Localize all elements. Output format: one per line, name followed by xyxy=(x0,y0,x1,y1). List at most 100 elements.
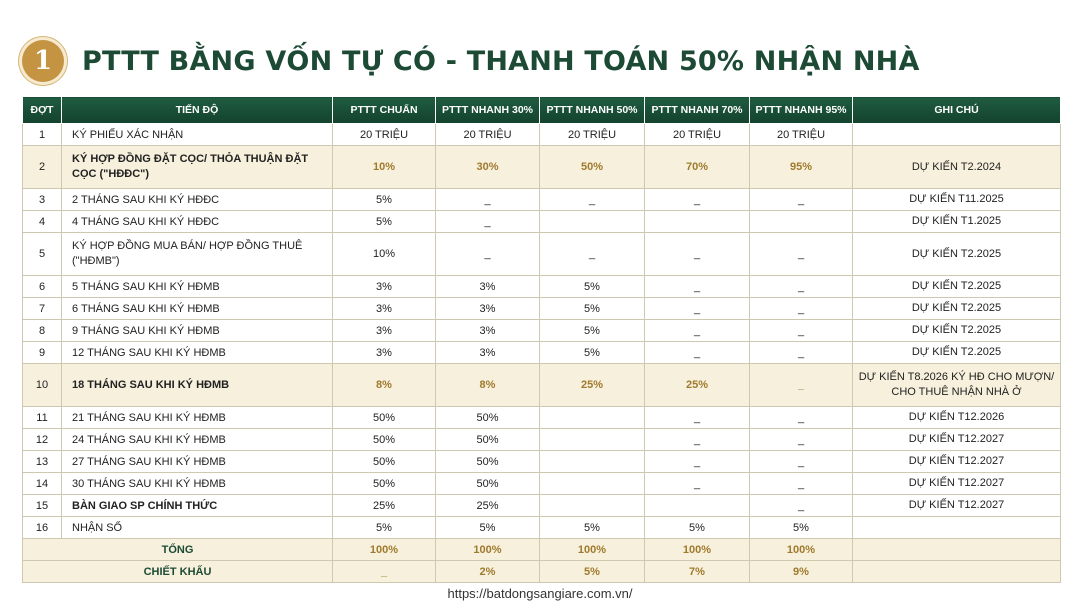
pttt-nhanh-50-cell: 5% xyxy=(539,297,645,320)
page-header: 1 PTTT BẰNG VỐN TỰ CÓ - THANH TOÁN 50% N… xyxy=(22,35,920,87)
total-row-empty xyxy=(852,538,1061,561)
note-cell: DỰ KIẾN T12.2027 xyxy=(852,472,1061,495)
column-header: ĐỢT xyxy=(22,96,62,124)
note-cell: DỰ KIẾN T2.2025 xyxy=(852,297,1061,320)
row-number-cell: 14 xyxy=(22,472,62,495)
pttt-nhanh-50-cell xyxy=(539,210,645,233)
table-row: 11 21 THÁNG SAU KHI KÝ HĐMB 50% 50% _ _ DỰ KIẾ… xyxy=(22,406,1061,429)
row-number-cell: 8 xyxy=(22,319,62,342)
pttt-nhanh-95-cell: _ xyxy=(749,275,853,298)
pttt-nhanh-70-cell xyxy=(644,494,750,517)
pttt-chuan-cell: 50% xyxy=(332,406,436,429)
note-cell: DỰ KIẾN T1.2025 xyxy=(852,210,1061,233)
page-title: PTTT BẰNG VỐN TỰ CÓ - THANH TOÁN 50% NHẬ… xyxy=(82,45,920,77)
pttt-nhanh-70-cell: _ xyxy=(644,232,750,276)
pttt-nhanh-95-cell: _ xyxy=(749,494,853,517)
pttt-nhanh-30-cell: 50% xyxy=(435,450,540,473)
pttt-nhanh-70-cell: _ xyxy=(644,319,750,342)
total-row-value: 100% xyxy=(644,538,750,561)
pttt-nhanh-50-cell: 5% xyxy=(539,516,645,539)
source-url: https://batdongsangiare.com.vn/ xyxy=(447,586,633,601)
pttt-chuan-cell: 50% xyxy=(332,450,436,473)
pttt-chuan-cell: 3% xyxy=(332,275,436,298)
note-cell: DỰ KIẾN T12.2027 xyxy=(852,494,1061,517)
pttt-nhanh-30-cell: 50% xyxy=(435,406,540,429)
column-header: PTTT NHANH 30% xyxy=(435,96,540,124)
note-cell xyxy=(852,123,1061,146)
pttt-nhanh-70-cell: 20 TRIỆU xyxy=(644,123,750,146)
milestone-cell: KÝ HỢP ĐỒNG MUA BÁN/ HỢP ĐỒNG THUÊ ("HĐM… xyxy=(61,232,333,276)
total-row-value: 100% xyxy=(435,538,540,561)
payment-schedule-table: ĐỢT TIẾN ĐỘ PTTT CHUẨN PTTT NHANH 30% PT… xyxy=(22,96,1061,583)
pttt-nhanh-30-cell: 3% xyxy=(435,275,540,298)
row-number-cell: 15 xyxy=(22,494,62,517)
pttt-nhanh-30-cell: _ xyxy=(435,232,540,276)
milestone-cell: 27 THÁNG SAU KHI KÝ HĐMB xyxy=(61,450,333,473)
pttt-nhanh-95-cell: _ xyxy=(749,341,853,364)
milestone-cell: 12 THÁNG SAU KHI KÝ HĐMB xyxy=(61,341,333,364)
row-number-cell: 12 xyxy=(22,428,62,451)
pttt-nhanh-50-cell: 50% xyxy=(539,145,645,189)
pttt-nhanh-50-cell xyxy=(539,406,645,429)
note-cell: DỰ KIẾN T8.2026 KÝ HĐ CHO MƯỢN/ CHO THUÊ… xyxy=(852,363,1061,407)
pttt-nhanh-70-cell: 5% xyxy=(644,516,750,539)
milestone-cell: 2 THÁNG SAU KHI KÝ HĐĐC xyxy=(61,188,333,211)
pttt-nhanh-30-cell: 50% xyxy=(435,428,540,451)
pttt-chuan-cell: 3% xyxy=(332,341,436,364)
table-row: 1 KÝ PHIẾU XÁC NHẬN 20 TRIỆU 20 TRIỆU 20 TRI… xyxy=(22,123,1061,146)
note-cell: DỰ KIẾN T2.2025 xyxy=(852,341,1061,364)
pttt-chuan-cell: 5% xyxy=(332,516,436,539)
pttt-chuan-cell: 25% xyxy=(332,494,436,517)
row-number-cell: 11 xyxy=(22,406,62,429)
note-cell: DỰ KIẾN T11.2025 xyxy=(852,188,1061,211)
pttt-nhanh-50-cell: 5% xyxy=(539,319,645,342)
pttt-nhanh-30-cell: 25% xyxy=(435,494,540,517)
pttt-nhanh-95-cell: _ xyxy=(749,428,853,451)
discount-row-value: _ xyxy=(332,560,436,583)
pttt-nhanh-50-cell xyxy=(539,450,645,473)
pttt-nhanh-30-cell: 8% xyxy=(435,363,540,407)
discount-row-value: 5% xyxy=(539,560,645,583)
total-row: TỔNG 100% 100% 100% 100% 100% xyxy=(22,538,1061,561)
pttt-nhanh-95-cell: _ xyxy=(749,472,853,495)
table-row: 13 27 THÁNG SAU KHI KÝ HĐMB 50% 50% _ _ DỰ KIẾ… xyxy=(22,450,1061,473)
column-header: PTTT NHANH 70% xyxy=(644,96,750,124)
note-cell: DỰ KIẾN T2.2025 xyxy=(852,232,1061,276)
pttt-nhanh-50-cell: 20 TRIỆU xyxy=(539,123,645,146)
pttt-nhanh-95-cell: 20 TRIỆU xyxy=(749,123,853,146)
discount-row-label: CHIẾT KHẤU xyxy=(22,560,333,583)
table-row: 2 KÝ HỢP ĐỒNG ĐẶT CỌC/ THỎA THUẬN ĐẶT CỌC… xyxy=(22,145,1061,189)
pttt-nhanh-50-cell: 5% xyxy=(539,275,645,298)
row-number-cell: 9 xyxy=(22,341,62,364)
milestone-cell: 4 THÁNG SAU KHI KÝ HĐĐC xyxy=(61,210,333,233)
pttt-chuan-cell: 3% xyxy=(332,319,436,342)
pttt-nhanh-50-cell xyxy=(539,494,645,517)
row-number-cell: 10 xyxy=(22,363,62,407)
milestone-cell: 6 THÁNG SAU KHI KÝ HĐMB xyxy=(61,297,333,320)
pttt-nhanh-50-cell: _ xyxy=(539,232,645,276)
milestone-cell: KÝ HỢP ĐỒNG ĐẶT CỌC/ THỎA THUẬN ĐẶT CỌC … xyxy=(61,145,333,189)
pttt-nhanh-70-cell: _ xyxy=(644,341,750,364)
column-header: GHI CHÚ xyxy=(852,96,1061,124)
pttt-nhanh-95-cell: _ xyxy=(749,319,853,342)
table-row: 14 30 THÁNG SAU KHI KÝ HĐMB 50% 50% _ _ DỰ KIẾ… xyxy=(22,472,1061,495)
row-number-cell: 6 xyxy=(22,275,62,298)
pttt-nhanh-30-cell: _ xyxy=(435,188,540,211)
pttt-nhanh-50-cell: 5% xyxy=(539,341,645,364)
pttt-nhanh-95-cell: _ xyxy=(749,188,853,211)
column-header: PTTT CHUẨN xyxy=(332,96,436,124)
pttt-nhanh-70-cell: _ xyxy=(644,428,750,451)
pttt-nhanh-30-cell: 30% xyxy=(435,145,540,189)
pttt-chuan-cell: 20 TRIỆU xyxy=(332,123,436,146)
pttt-nhanh-70-cell xyxy=(644,210,750,233)
pttt-chuan-cell: 10% xyxy=(332,145,436,189)
row-number-cell: 3 xyxy=(22,188,62,211)
pttt-chuan-cell: 3% xyxy=(332,297,436,320)
column-header: PTTT NHANH 50% xyxy=(539,96,645,124)
column-header: PTTT NHANH 95% xyxy=(749,96,853,124)
note-cell: DỰ KIẾN T12.2026 xyxy=(852,406,1061,429)
milestone-cell: BÀN GIAO SP CHÍNH THỨC xyxy=(61,494,333,517)
